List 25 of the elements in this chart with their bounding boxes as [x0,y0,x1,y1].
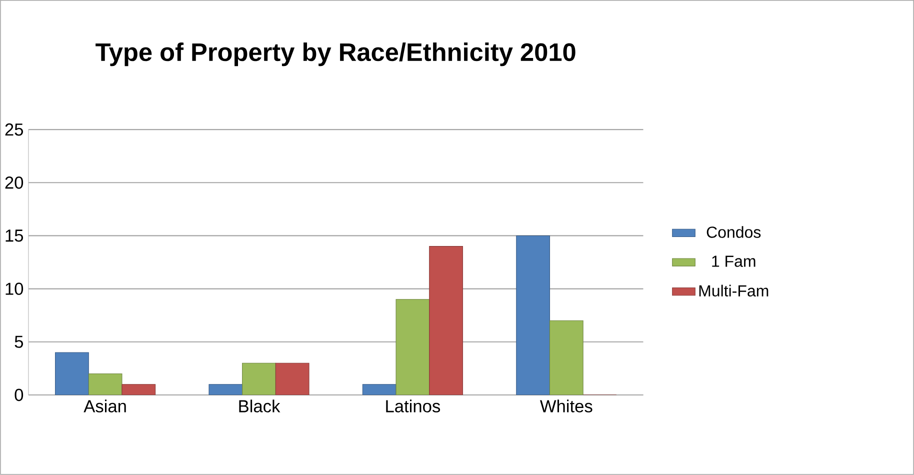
bar [362,384,396,396]
bar [208,384,242,396]
bar [55,352,89,396]
y-tick-label: 25 [5,123,23,136]
bar [122,384,156,396]
legend-label: Multi-Fam [699,284,768,297]
y-tick-label: 5 [14,336,24,348]
legend-label: 1 Fam [712,256,756,267]
y-tick-label: 15 [6,230,23,242]
bar [396,299,430,396]
x-tick-label: Latinos [386,400,440,412]
bar [516,236,550,396]
y-tick-label: 20 [5,176,24,189]
chart-title: Type of Property by Race/Ethnicity 2010 [96,42,576,66]
x-tick-label: Asian [84,400,126,412]
y-tick-label: 0 [14,388,24,402]
x-tick-label: Black [239,400,280,412]
bar [429,246,463,396]
bar [242,362,276,396]
legend-label: Condos [706,226,761,238]
bar [88,374,122,396]
bar [275,362,310,396]
bar [549,320,584,396]
y-tick-label: 10 [6,282,24,296]
x-tick-label: Whites [540,400,592,412]
